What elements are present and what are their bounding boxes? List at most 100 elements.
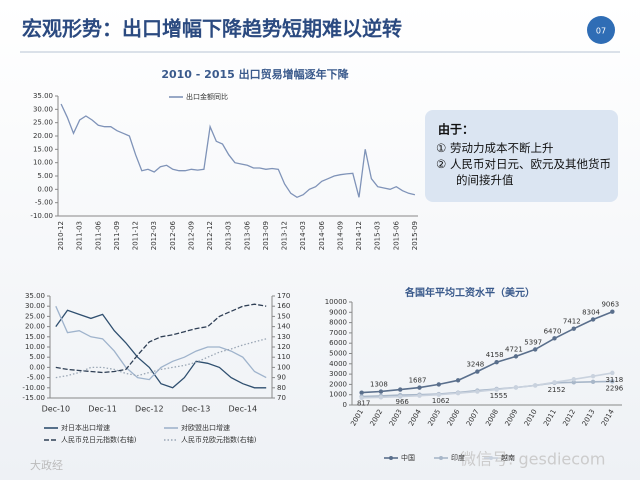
value-label: 1555 — [490, 392, 508, 400]
y-tick-label: 25.00 — [25, 312, 45, 320]
point — [494, 387, 499, 392]
point — [610, 370, 615, 376]
value-label: 2152 — [548, 386, 566, 394]
y-tick-label: -5.00 — [35, 199, 53, 207]
point — [359, 395, 364, 400]
legend-label: 越南 — [501, 453, 515, 462]
x-tick-label: 2013-06 — [243, 220, 251, 250]
y-tick-label: 2000 — [329, 380, 347, 388]
point — [378, 389, 384, 394]
legend-marker — [389, 456, 393, 460]
y-tick-label: 0.00 — [29, 363, 45, 371]
value-label: 3118 — [605, 376, 623, 384]
x-tick-label: Dec-14 — [229, 405, 258, 414]
x-tick-label: 2013-09 — [262, 221, 270, 250]
y-tick-label: 10000 — [325, 298, 347, 306]
y-tick-label: 5000 — [329, 350, 347, 358]
y-tick-label: 35.00 — [25, 292, 45, 300]
value-label: 7412 — [563, 318, 581, 326]
value-label: 1062 — [432, 397, 450, 405]
y-tick-label: 4000 — [329, 360, 347, 368]
chart-title: 2010 - 2015 出口贸易增幅逐年下降 — [161, 67, 349, 81]
value-label: 1687 — [409, 377, 427, 385]
legend-label: 出口金额同比 — [186, 92, 228, 101]
y-tick-label: 30.00 — [33, 105, 53, 113]
x-tick-label: 2013-12 — [281, 221, 289, 250]
y-tick-label: 7000 — [329, 329, 347, 337]
note-item: ② 人民币对日元、欧元及其他货币的间接升值 — [436, 157, 611, 187]
x-tick-label: 2011-12 — [132, 221, 140, 250]
x-tick-label: 2014-12 — [355, 221, 363, 250]
point — [475, 389, 480, 394]
note-box — [425, 110, 618, 202]
series-line — [361, 372, 613, 399]
x-tick-label: 2010-12 — [57, 221, 65, 250]
page-badge — [587, 16, 615, 44]
y-tick-label: 35.00 — [33, 92, 53, 100]
page-number: 07 — [596, 27, 606, 36]
note-item: ① 劳动力成本不断上升 — [436, 141, 554, 155]
point — [571, 377, 576, 382]
point — [513, 385, 519, 390]
series-line — [55, 305, 267, 381]
x-tick-label: 2011-03 — [76, 221, 84, 250]
slide-title: 宏观形势：出口增幅下降趋势短期难以逆转 — [22, 17, 402, 41]
x-tick-label: 2014-09 — [336, 221, 344, 250]
value-label: 9063 — [601, 301, 619, 309]
point — [398, 394, 403, 399]
point — [494, 359, 499, 365]
y-tick-label: 10.00 — [33, 159, 53, 167]
x-tick-label: 2012-09 — [187, 221, 195, 250]
series-line — [55, 309, 267, 389]
point — [398, 387, 403, 392]
x-tick-label: Dec-10 — [42, 405, 71, 414]
y2-tick-label: 140 — [277, 323, 290, 331]
x-tick-label: 2012-03 — [150, 221, 158, 250]
watermark: 微信号: gesdiecom — [460, 450, 605, 469]
point — [610, 309, 615, 314]
x-tick-label: 2011-09 — [113, 221, 121, 250]
series-line — [55, 303, 267, 374]
point — [571, 380, 576, 385]
y-tick-label: 5.00 — [29, 353, 45, 361]
legend-label: 人民币兑日元指数(右轴) — [61, 435, 137, 444]
point — [359, 390, 364, 395]
legend-label: 人民币兑欧元指数(右轴) — [181, 435, 257, 444]
point — [417, 393, 422, 398]
point — [552, 380, 557, 385]
y2-tick-label: 70 — [277, 394, 286, 402]
y-tick-label: 5.00 — [37, 172, 53, 180]
note-body: ① 劳动力成本不断上升 ② 人民币对日元、欧元及其他货币的间接升值 — [436, 141, 611, 187]
point — [533, 347, 538, 352]
legend-marker — [439, 456, 443, 460]
legend-label: 中国 — [401, 453, 415, 462]
point — [513, 354, 519, 359]
y-tick-label: -15.00 — [22, 394, 45, 402]
y-tick-label: 6000 — [329, 339, 347, 347]
point — [571, 326, 576, 331]
legend-label: 印度 — [451, 453, 465, 462]
legend-label: 对日本出口增速 — [61, 423, 110, 432]
y2-tick-label: 160 — [277, 302, 290, 310]
y2-tick-label: 90 — [277, 374, 286, 382]
x-tick-label: 2014-06 — [318, 220, 326, 250]
point — [610, 379, 615, 384]
y2-tick-label: 80 — [277, 384, 286, 392]
y-tick-label: 0.00 — [37, 185, 53, 193]
y-tick-label: -5.00 — [27, 374, 45, 382]
y-tick-label: 15.00 — [25, 333, 45, 341]
y-tick-label: -10.00 — [30, 212, 53, 220]
value-label: 966 — [396, 398, 410, 406]
point — [533, 383, 538, 388]
x-tick-label: 2014-03 — [299, 221, 307, 250]
x-tick-label: 2012-06 — [169, 220, 177, 250]
y-tick-label: 25.00 — [33, 119, 53, 127]
point — [590, 379, 596, 385]
series-line — [55, 338, 267, 379]
y-tick-label: -10.00 — [22, 384, 45, 392]
series-line — [361, 310, 613, 394]
y2-tick-label: 110 — [277, 353, 290, 361]
note-heading: 由于： — [438, 122, 474, 137]
